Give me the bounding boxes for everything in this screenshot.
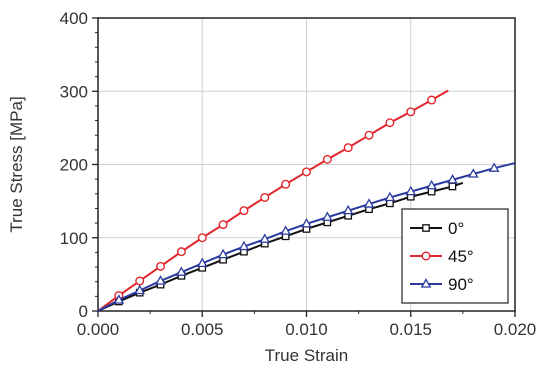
data-point [385, 118, 395, 128]
x-tick-label: 0.000 [77, 320, 120, 339]
data-point [322, 211, 333, 221]
x-tick-label: 0.005 [181, 320, 224, 339]
data-point [405, 185, 417, 196]
data-point [218, 220, 228, 230]
data-point [238, 240, 250, 251]
data-point [260, 192, 270, 202]
legend-item: 90° [410, 275, 474, 294]
x-tick-label: 0.010 [285, 320, 328, 339]
legend-label: 45° [448, 247, 474, 266]
data-point [488, 162, 500, 172]
data-point [281, 179, 291, 189]
legend-item: 0° [410, 219, 464, 238]
x-tick-label: 0.020 [494, 320, 537, 339]
x-axis-title: True Strain [265, 346, 348, 365]
y-tick-label: 200 [60, 156, 88, 175]
legend-marker [422, 224, 430, 232]
series-2 [97, 162, 516, 312]
y-tick-label: 100 [60, 229, 88, 248]
data-point [217, 248, 229, 259]
data-point [363, 198, 375, 208]
y-tick-label: 0 [79, 302, 88, 321]
series-layer [97, 89, 516, 312]
legend-label: 90° [448, 275, 474, 294]
legend: 0° 45° 90° [401, 208, 509, 304]
data-point [280, 225, 291, 235]
data-point [384, 191, 396, 202]
data-point [343, 143, 353, 153]
data-point [113, 294, 125, 304]
legend-item: 45° [410, 247, 474, 266]
data-point [448, 182, 457, 191]
y-tick-label: 400 [60, 9, 88, 28]
data-point [406, 107, 416, 117]
series-1 [97, 89, 449, 312]
data-point [467, 168, 479, 178]
data-point [176, 247, 186, 257]
data-point [364, 130, 374, 140]
axis-ticks: 0.000 0.005 0.010 0.015 0.020 0 100 200 300 400 [60, 9, 537, 339]
legend-label: 0° [448, 219, 464, 238]
legend-marker [421, 251, 431, 261]
legend-marker [420, 278, 432, 288]
data-point [427, 95, 437, 105]
data-point [197, 233, 207, 243]
data-point [302, 167, 312, 177]
data-point [135, 276, 145, 286]
data-point [426, 179, 437, 190]
y-axis-title: True Stress [MPa] [7, 96, 26, 232]
x-tick-label: 0.015 [389, 320, 432, 339]
data-point [176, 266, 187, 276]
data-point [155, 275, 166, 285]
data-point [342, 204, 354, 215]
data-point [301, 218, 312, 228]
data-point [239, 206, 249, 216]
y-tick-label: 300 [60, 82, 88, 101]
data-point [196, 257, 208, 268]
data-point [447, 174, 458, 184]
data-point [259, 233, 271, 243]
data-point [322, 154, 332, 164]
data-point [134, 284, 146, 295]
data-point [156, 261, 166, 271]
